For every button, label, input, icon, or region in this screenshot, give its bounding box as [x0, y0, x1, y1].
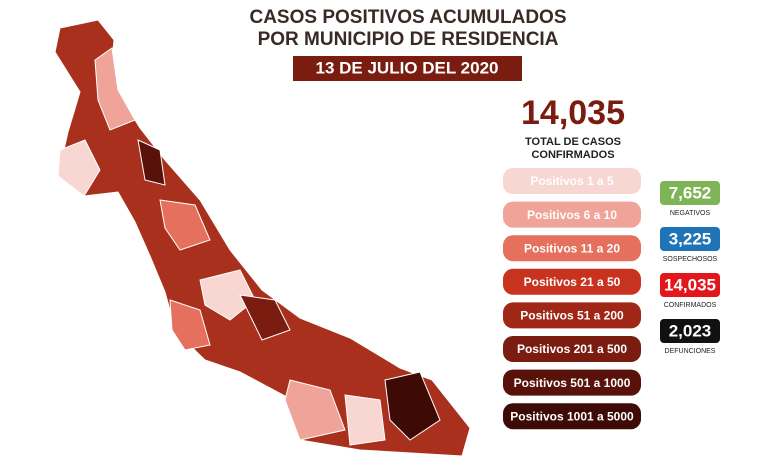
region: [384, 371, 441, 441]
region: [284, 379, 346, 441]
legend-pill: [503, 403, 641, 430]
date-box: [293, 56, 522, 81]
legend-pill: [503, 302, 641, 329]
legend-pill: [503, 235, 641, 262]
stats: 7,652 NEGATIVOS 3,225 SOSPECHOSOS 14,035 CONF…: [660, 181, 720, 355]
stat-box: [660, 319, 720, 343]
legend-label: Positivos 501 a 1000: [514, 376, 631, 390]
total-value: 14,035: [521, 94, 625, 132]
stat-value: 7,652: [669, 183, 712, 202]
region: [137, 139, 166, 186]
title-line: CASOS POSITIVOS ACUMULADOS: [249, 7, 566, 28]
stat-value: 2,023: [669, 321, 712, 340]
map: [54, 19, 471, 457]
region: [57, 139, 101, 197]
region: [239, 294, 291, 341]
region: [94, 47, 136, 131]
region: [159, 199, 211, 251]
stat-box: [660, 273, 720, 297]
title-line: POR MUNICIPIO DE RESIDENCIA: [258, 29, 559, 50]
date: 13 DE JULIO DEL 2020: [316, 58, 499, 77]
legend-pill: [503, 201, 641, 228]
stat-label: NEGATIVOS: [670, 210, 711, 217]
total-label: TOTAL DE CASOS: [525, 136, 621, 148]
stat-label: DEFUNCIONES: [665, 348, 716, 355]
legend-pill: [503, 168, 641, 194]
legend-label: Positivos 201 a 500: [517, 342, 627, 356]
stat-label: CONFIRMADOS: [664, 302, 717, 309]
stat-label: SOSPECHOSOS: [663, 256, 718, 263]
region: [169, 299, 211, 351]
legend-pill: [503, 369, 641, 396]
region: [344, 394, 386, 446]
stat-value: 14,035: [664, 275, 716, 294]
stat-box: [660, 227, 720, 251]
legend-pill: [503, 268, 641, 295]
legend-pill: [503, 336, 641, 362]
legend-label: Positivos 1 a 5: [530, 174, 614, 188]
region: [199, 269, 256, 321]
legend-label: Positivos 11 a 20: [524, 241, 620, 255]
legend-label: Positivos 6 a 10: [527, 208, 617, 222]
legend-label: Positivos 21 a 50: [524, 275, 621, 289]
legend: Positivos 1 a 5 Positivos 6 a 10 Positivos…: [503, 168, 641, 430]
stat-value: 3,225: [669, 229, 712, 248]
legend-label: Positivos 1001 a 5000: [510, 409, 634, 423]
total-label: CONFIRMADOS: [531, 149, 614, 161]
legend-label: Positivos 51 a 200: [520, 309, 624, 323]
stat-box: [660, 181, 720, 205]
